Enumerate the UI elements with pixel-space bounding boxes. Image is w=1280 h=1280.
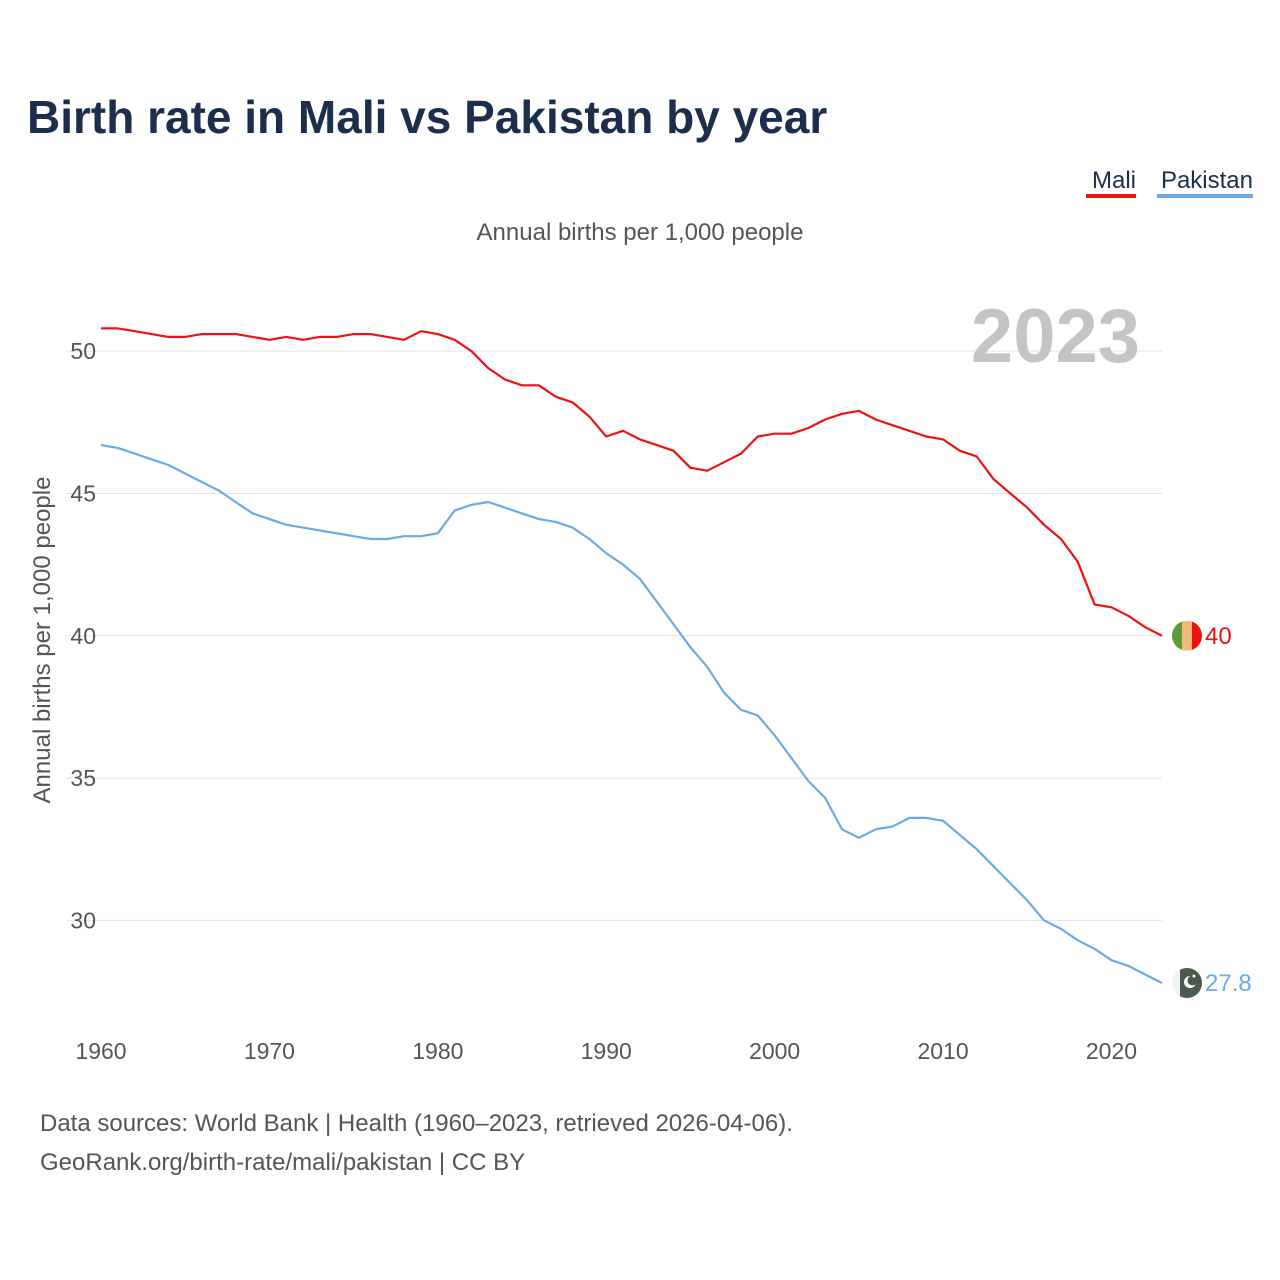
series-line-mali [101, 327, 1163, 637]
x-tick-label-2000: 2000 [749, 1038, 800, 1064]
gridlines [66, 350, 1162, 921]
legend: Mali Pakistan [1086, 167, 1253, 198]
series-line-pakistan [100, 444, 1163, 984]
y-axis-label: Annual births per 1,000 people [29, 477, 56, 804]
mali-flag-icon [1172, 620, 1202, 651]
x-tick-label-1980: 1980 [412, 1038, 463, 1064]
legend-label-pakistan[interactable]: Pakistan [1161, 167, 1253, 194]
current-year-label: 2023 [971, 294, 1140, 379]
y-tick-label-30: 30 [70, 907, 96, 933]
x-axis-ticks: 1960 1970 1980 1990 2000 2010 2020 [75, 1038, 1137, 1064]
legend-swatch-pakistan [1157, 194, 1253, 198]
series-lines [100, 327, 1163, 984]
end-value-label-mali: 40 [1205, 623, 1232, 650]
series-end-markers: 40 27.8 [1172, 620, 1252, 998]
end-value-label-pakistan: 27.8 [1205, 970, 1252, 997]
legend-label-mali[interactable]: Mali [1092, 167, 1136, 194]
x-tick-label-2010: 2010 [917, 1038, 968, 1064]
x-tick-label-1960: 1960 [75, 1038, 126, 1064]
legend-swatch-mali [1086, 194, 1136, 198]
source-line-2[interactable]: GeoRank.org/birth-rate/mali/pakistan | C… [40, 1149, 525, 1176]
chart-title: Birth rate in Mali vs Pakistan by year [27, 91, 827, 143]
x-tick-label-1970: 1970 [244, 1038, 295, 1064]
chart-subtitle: Annual births per 1,000 people [477, 219, 804, 246]
y-tick-label-45: 45 [70, 480, 96, 506]
source-line-1: Data sources: World Bank | Health (1960–… [40, 1110, 793, 1137]
y-tick-label-35: 35 [70, 765, 96, 791]
pakistan-flag-icon [1172, 968, 1202, 998]
y-axis-ticks: 30 35 40 45 50 [70, 338, 96, 933]
x-tick-label-1990: 1990 [581, 1038, 632, 1064]
y-tick-label-40: 40 [70, 623, 96, 649]
y-tick-label-50: 50 [70, 338, 96, 364]
x-tick-label-2020: 2020 [1086, 1038, 1137, 1064]
